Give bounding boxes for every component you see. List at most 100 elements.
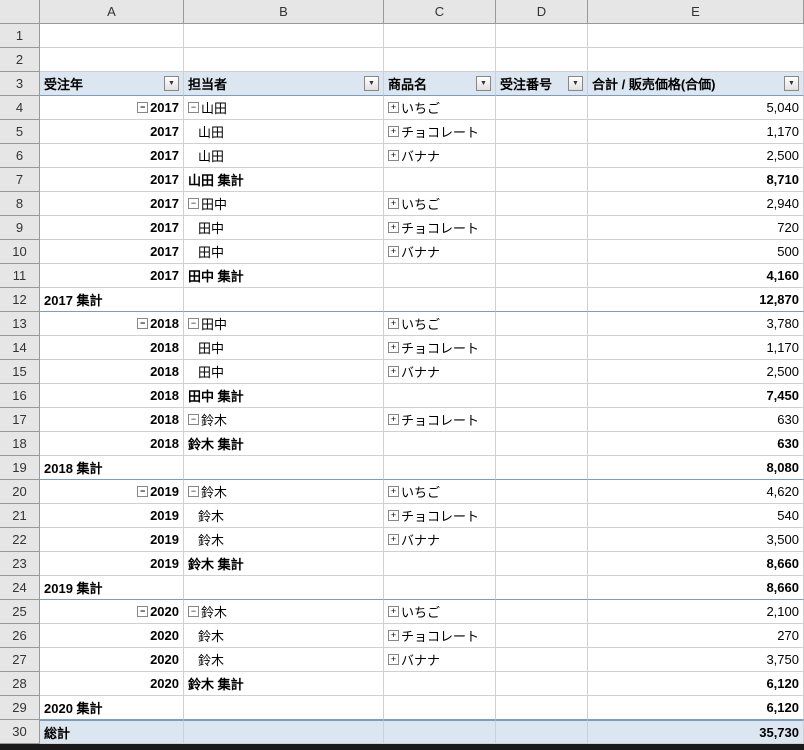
row-header-28[interactable]: 28 — [0, 672, 40, 696]
cell-C-27[interactable]: +バナナ — [384, 648, 496, 672]
row-header-4[interactable]: 4 — [0, 96, 40, 120]
row-header-1[interactable]: 1 — [0, 24, 40, 48]
row-header-26[interactable]: 26 — [0, 624, 40, 648]
cell-C-15[interactable]: +バナナ — [384, 360, 496, 384]
cell-B-17[interactable]: −鈴木 — [184, 408, 384, 432]
cell-C-30[interactable] — [384, 720, 496, 744]
cell-D-27[interactable] — [496, 648, 588, 672]
cell-A-28[interactable]: 2020 — [40, 672, 184, 696]
cell-D-21[interactable] — [496, 504, 588, 528]
cell-A-21[interactable]: 2019 — [40, 504, 184, 528]
outline-toggle-person-4[interactable]: − — [188, 102, 199, 113]
cell-D-22[interactable] — [496, 528, 588, 552]
row-header-11[interactable]: 11 — [0, 264, 40, 288]
row-header-24[interactable]: 24 — [0, 576, 40, 600]
cell-E-13[interactable]: 3,780 — [588, 312, 804, 336]
cell-A-14[interactable]: 2018 — [40, 336, 184, 360]
cell-B-15[interactable]: 田中 — [184, 360, 384, 384]
outline-toggle-person-20[interactable]: − — [188, 486, 199, 497]
outline-toggle-year-25[interactable]: − — [137, 606, 148, 617]
cell-E-25[interactable]: 2,100 — [588, 600, 804, 624]
column-header-D[interactable]: D — [496, 0, 588, 24]
row-header-2[interactable]: 2 — [0, 48, 40, 72]
cell-D-13[interactable] — [496, 312, 588, 336]
cell-C-22[interactable]: +バナナ — [384, 528, 496, 552]
column-header-B[interactable]: B — [184, 0, 384, 24]
cell-B-4[interactable]: −山田 — [184, 96, 384, 120]
cell-B-8[interactable]: −田中 — [184, 192, 384, 216]
outline-toggle-product-13[interactable]: + — [388, 318, 399, 329]
outline-toggle-year-13[interactable]: − — [137, 318, 148, 329]
cell-2-A[interactable] — [40, 48, 184, 72]
cell-B-14[interactable]: 田中 — [184, 336, 384, 360]
cell-B-28[interactable]: 鈴木 集計 — [184, 672, 384, 696]
row-header-14[interactable]: 14 — [0, 336, 40, 360]
cell-B-7[interactable]: 山田 集計 — [184, 168, 384, 192]
row-header-8[interactable]: 8 — [0, 192, 40, 216]
cell-B-6[interactable]: 山田 — [184, 144, 384, 168]
outline-toggle-product-21[interactable]: + — [388, 510, 399, 521]
cell-B-5[interactable]: 山田 — [184, 120, 384, 144]
cell-D-25[interactable] — [496, 600, 588, 624]
cell-A-25[interactable]: −2020 — [40, 600, 184, 624]
cell-A-23[interactable]: 2019 — [40, 552, 184, 576]
cell-D-20[interactable] — [496, 480, 588, 504]
cell-D-6[interactable] — [496, 144, 588, 168]
outline-toggle-person-8[interactable]: − — [188, 198, 199, 209]
cell-C-18[interactable] — [384, 432, 496, 456]
outline-toggle-person-25[interactable]: − — [188, 606, 199, 617]
outline-toggle-product-27[interactable]: + — [388, 654, 399, 665]
column-header-A[interactable]: A — [40, 0, 184, 24]
cell-E-7[interactable]: 8,710 — [588, 168, 804, 192]
outline-toggle-product-25[interactable]: + — [388, 606, 399, 617]
row-header-27[interactable]: 27 — [0, 648, 40, 672]
cell-E-8[interactable]: 2,940 — [588, 192, 804, 216]
cell-B-23[interactable]: 鈴木 集計 — [184, 552, 384, 576]
cell-C-26[interactable]: +チョコレート — [384, 624, 496, 648]
cell-E-14[interactable]: 1,170 — [588, 336, 804, 360]
cell-D-9[interactable] — [496, 216, 588, 240]
filter-button-C[interactable]: ▼ — [476, 76, 491, 91]
cell-A-8[interactable]: 2017 — [40, 192, 184, 216]
cell-A-18[interactable]: 2018 — [40, 432, 184, 456]
cell-C-28[interactable] — [384, 672, 496, 696]
cell-C-14[interactable]: +チョコレート — [384, 336, 496, 360]
cell-C-29[interactable] — [384, 696, 496, 720]
cell-B-26[interactable]: 鈴木 — [184, 624, 384, 648]
cell-C-23[interactable] — [384, 552, 496, 576]
outline-toggle-product-9[interactable]: + — [388, 222, 399, 233]
row-header-17[interactable]: 17 — [0, 408, 40, 432]
outline-toggle-product-26[interactable]: + — [388, 630, 399, 641]
cell-C-13[interactable]: +いちご — [384, 312, 496, 336]
outline-toggle-product-15[interactable]: + — [388, 366, 399, 377]
row-header-13[interactable]: 13 — [0, 312, 40, 336]
cell-D-12[interactable] — [496, 288, 588, 312]
cell-C-20[interactable]: +いちご — [384, 480, 496, 504]
row-header-10[interactable]: 10 — [0, 240, 40, 264]
cell-E-26[interactable]: 270 — [588, 624, 804, 648]
cell-D-11[interactable] — [496, 264, 588, 288]
row-header-21[interactable]: 21 — [0, 504, 40, 528]
row-header-19[interactable]: 19 — [0, 456, 40, 480]
cell-A-12[interactable]: 2017 集計 — [40, 288, 184, 312]
cell-C-9[interactable]: +チョコレート — [384, 216, 496, 240]
outline-toggle-year-4[interactable]: − — [137, 102, 148, 113]
cell-D-26[interactable] — [496, 624, 588, 648]
cell-A-6[interactable]: 2017 — [40, 144, 184, 168]
outline-toggle-product-4[interactable]: + — [388, 102, 399, 113]
cell-B-30[interactable] — [184, 720, 384, 744]
cell-1-E[interactable] — [588, 24, 804, 48]
cell-D-30[interactable] — [496, 720, 588, 744]
cell-A-15[interactable]: 2018 — [40, 360, 184, 384]
cell-A-10[interactable]: 2017 — [40, 240, 184, 264]
cell-D-23[interactable] — [496, 552, 588, 576]
cell-D-19[interactable] — [496, 456, 588, 480]
row-header-18[interactable]: 18 — [0, 432, 40, 456]
row-header-15[interactable]: 15 — [0, 360, 40, 384]
cell-A-24[interactable]: 2019 集計 — [40, 576, 184, 600]
cell-B-11[interactable]: 田中 集計 — [184, 264, 384, 288]
cell-B-24[interactable] — [184, 576, 384, 600]
cell-B-13[interactable]: −田中 — [184, 312, 384, 336]
cell-E-19[interactable]: 8,080 — [588, 456, 804, 480]
filter-button-B[interactable]: ▼ — [364, 76, 379, 91]
